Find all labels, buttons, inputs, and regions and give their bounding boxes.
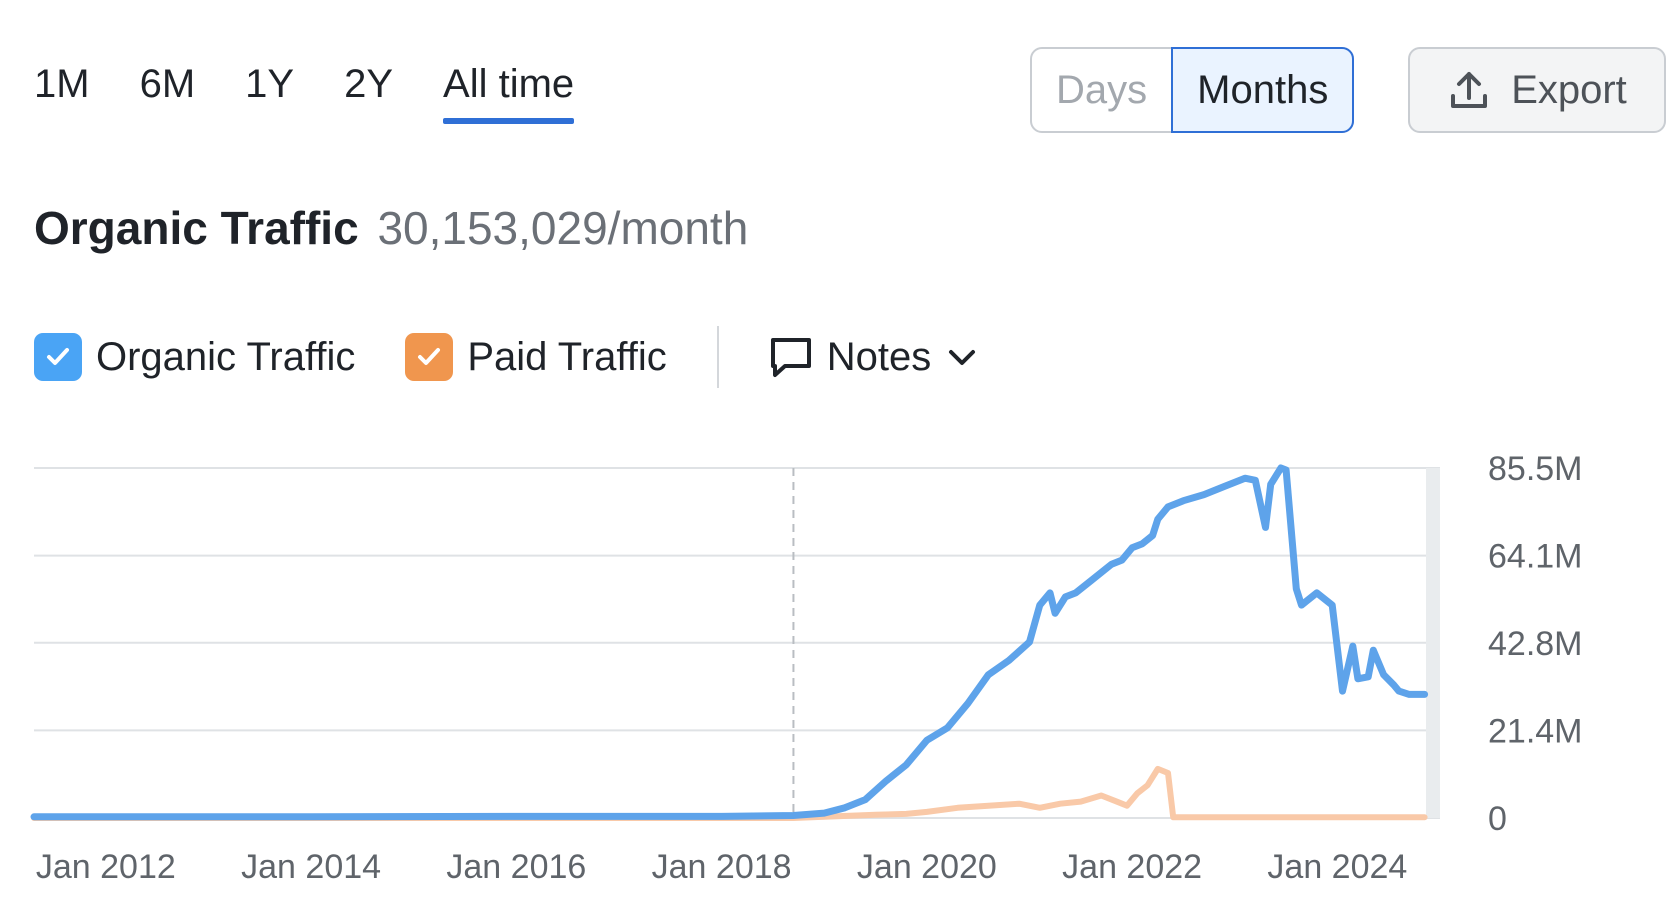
x-tick-label: Jan 2018 bbox=[652, 848, 792, 886]
legend-organic-traffic[interactable]: Organic Traffic bbox=[34, 333, 355, 381]
y-axis-ticks: 85.5M 64.1M 42.8M 21.4M 0 bbox=[1488, 450, 1583, 838]
export-button[interactable]: Export bbox=[1408, 47, 1666, 133]
months-button[interactable]: Months bbox=[1171, 47, 1355, 133]
paid-traffic-line bbox=[31, 765, 1428, 821]
y-tick-label: 64.1M bbox=[1488, 538, 1583, 576]
chevron-down-icon bbox=[949, 350, 976, 365]
y-tick-label: 0 bbox=[1488, 800, 1507, 838]
page-title: Organic Traffic bbox=[34, 202, 359, 254]
headline: Organic Traffic 30,153,029/month bbox=[34, 200, 748, 256]
range-tab-6m[interactable]: 6M bbox=[139, 62, 196, 106]
y-tick-label: 42.8M bbox=[1488, 625, 1583, 663]
legend-divider bbox=[716, 326, 719, 388]
y-tick-label: 85.5M bbox=[1488, 450, 1583, 488]
legend: Organic Traffic Paid Traffic Notes bbox=[34, 326, 979, 388]
y-tick-label: 21.4M bbox=[1488, 712, 1583, 750]
current-period-band bbox=[1426, 468, 1440, 818]
range-tab-2y[interactable]: 2Y bbox=[344, 62, 394, 106]
grid-lines bbox=[34, 467, 1440, 819]
check-icon bbox=[47, 348, 69, 365]
range-tab-1m[interactable]: 1M bbox=[34, 62, 90, 106]
range-tab-all-time[interactable]: All time bbox=[443, 58, 575, 124]
granularity-toggle: Days Months bbox=[1030, 47, 1355, 133]
x-tick-label: Jan 2012 bbox=[36, 848, 176, 886]
legend-organic-label: Organic Traffic bbox=[96, 334, 356, 379]
speech-bubble-icon bbox=[770, 338, 811, 377]
organic-traffic-line bbox=[30, 464, 1429, 821]
x-tick-label: Jan 2024 bbox=[1267, 848, 1407, 886]
paid-checkbox[interactable] bbox=[405, 333, 454, 381]
x-tick-label: Jan 2016 bbox=[446, 848, 586, 886]
notes-dropdown[interactable]: Notes bbox=[769, 335, 980, 380]
organic-checkbox[interactable] bbox=[34, 333, 82, 381]
export-label: Export bbox=[1511, 67, 1627, 112]
traffic-value: 30,153,029/month bbox=[377, 202, 749, 254]
range-tabs: 1M 6M 1Y 2Y All time bbox=[34, 58, 624, 124]
x-tick-label: Jan 2014 bbox=[241, 848, 381, 886]
range-tab-1y[interactable]: 1Y bbox=[245, 62, 295, 106]
x-axis-ticks: Jan 2012 Jan 2014 Jan 2016 Jan 2018 Jan 2020… bbox=[36, 848, 1407, 886]
days-button[interactable]: Days bbox=[1056, 68, 1148, 112]
upload-icon bbox=[1451, 72, 1488, 108]
legend-paid-label: Paid Traffic bbox=[467, 334, 667, 379]
x-tick-label: Jan 2020 bbox=[857, 848, 997, 886]
x-tick-label: Jan 2022 bbox=[1062, 848, 1202, 886]
check-icon bbox=[418, 348, 441, 365]
legend-paid-traffic[interactable]: Paid Traffic bbox=[405, 333, 667, 381]
notes-label: Notes bbox=[826, 334, 932, 379]
